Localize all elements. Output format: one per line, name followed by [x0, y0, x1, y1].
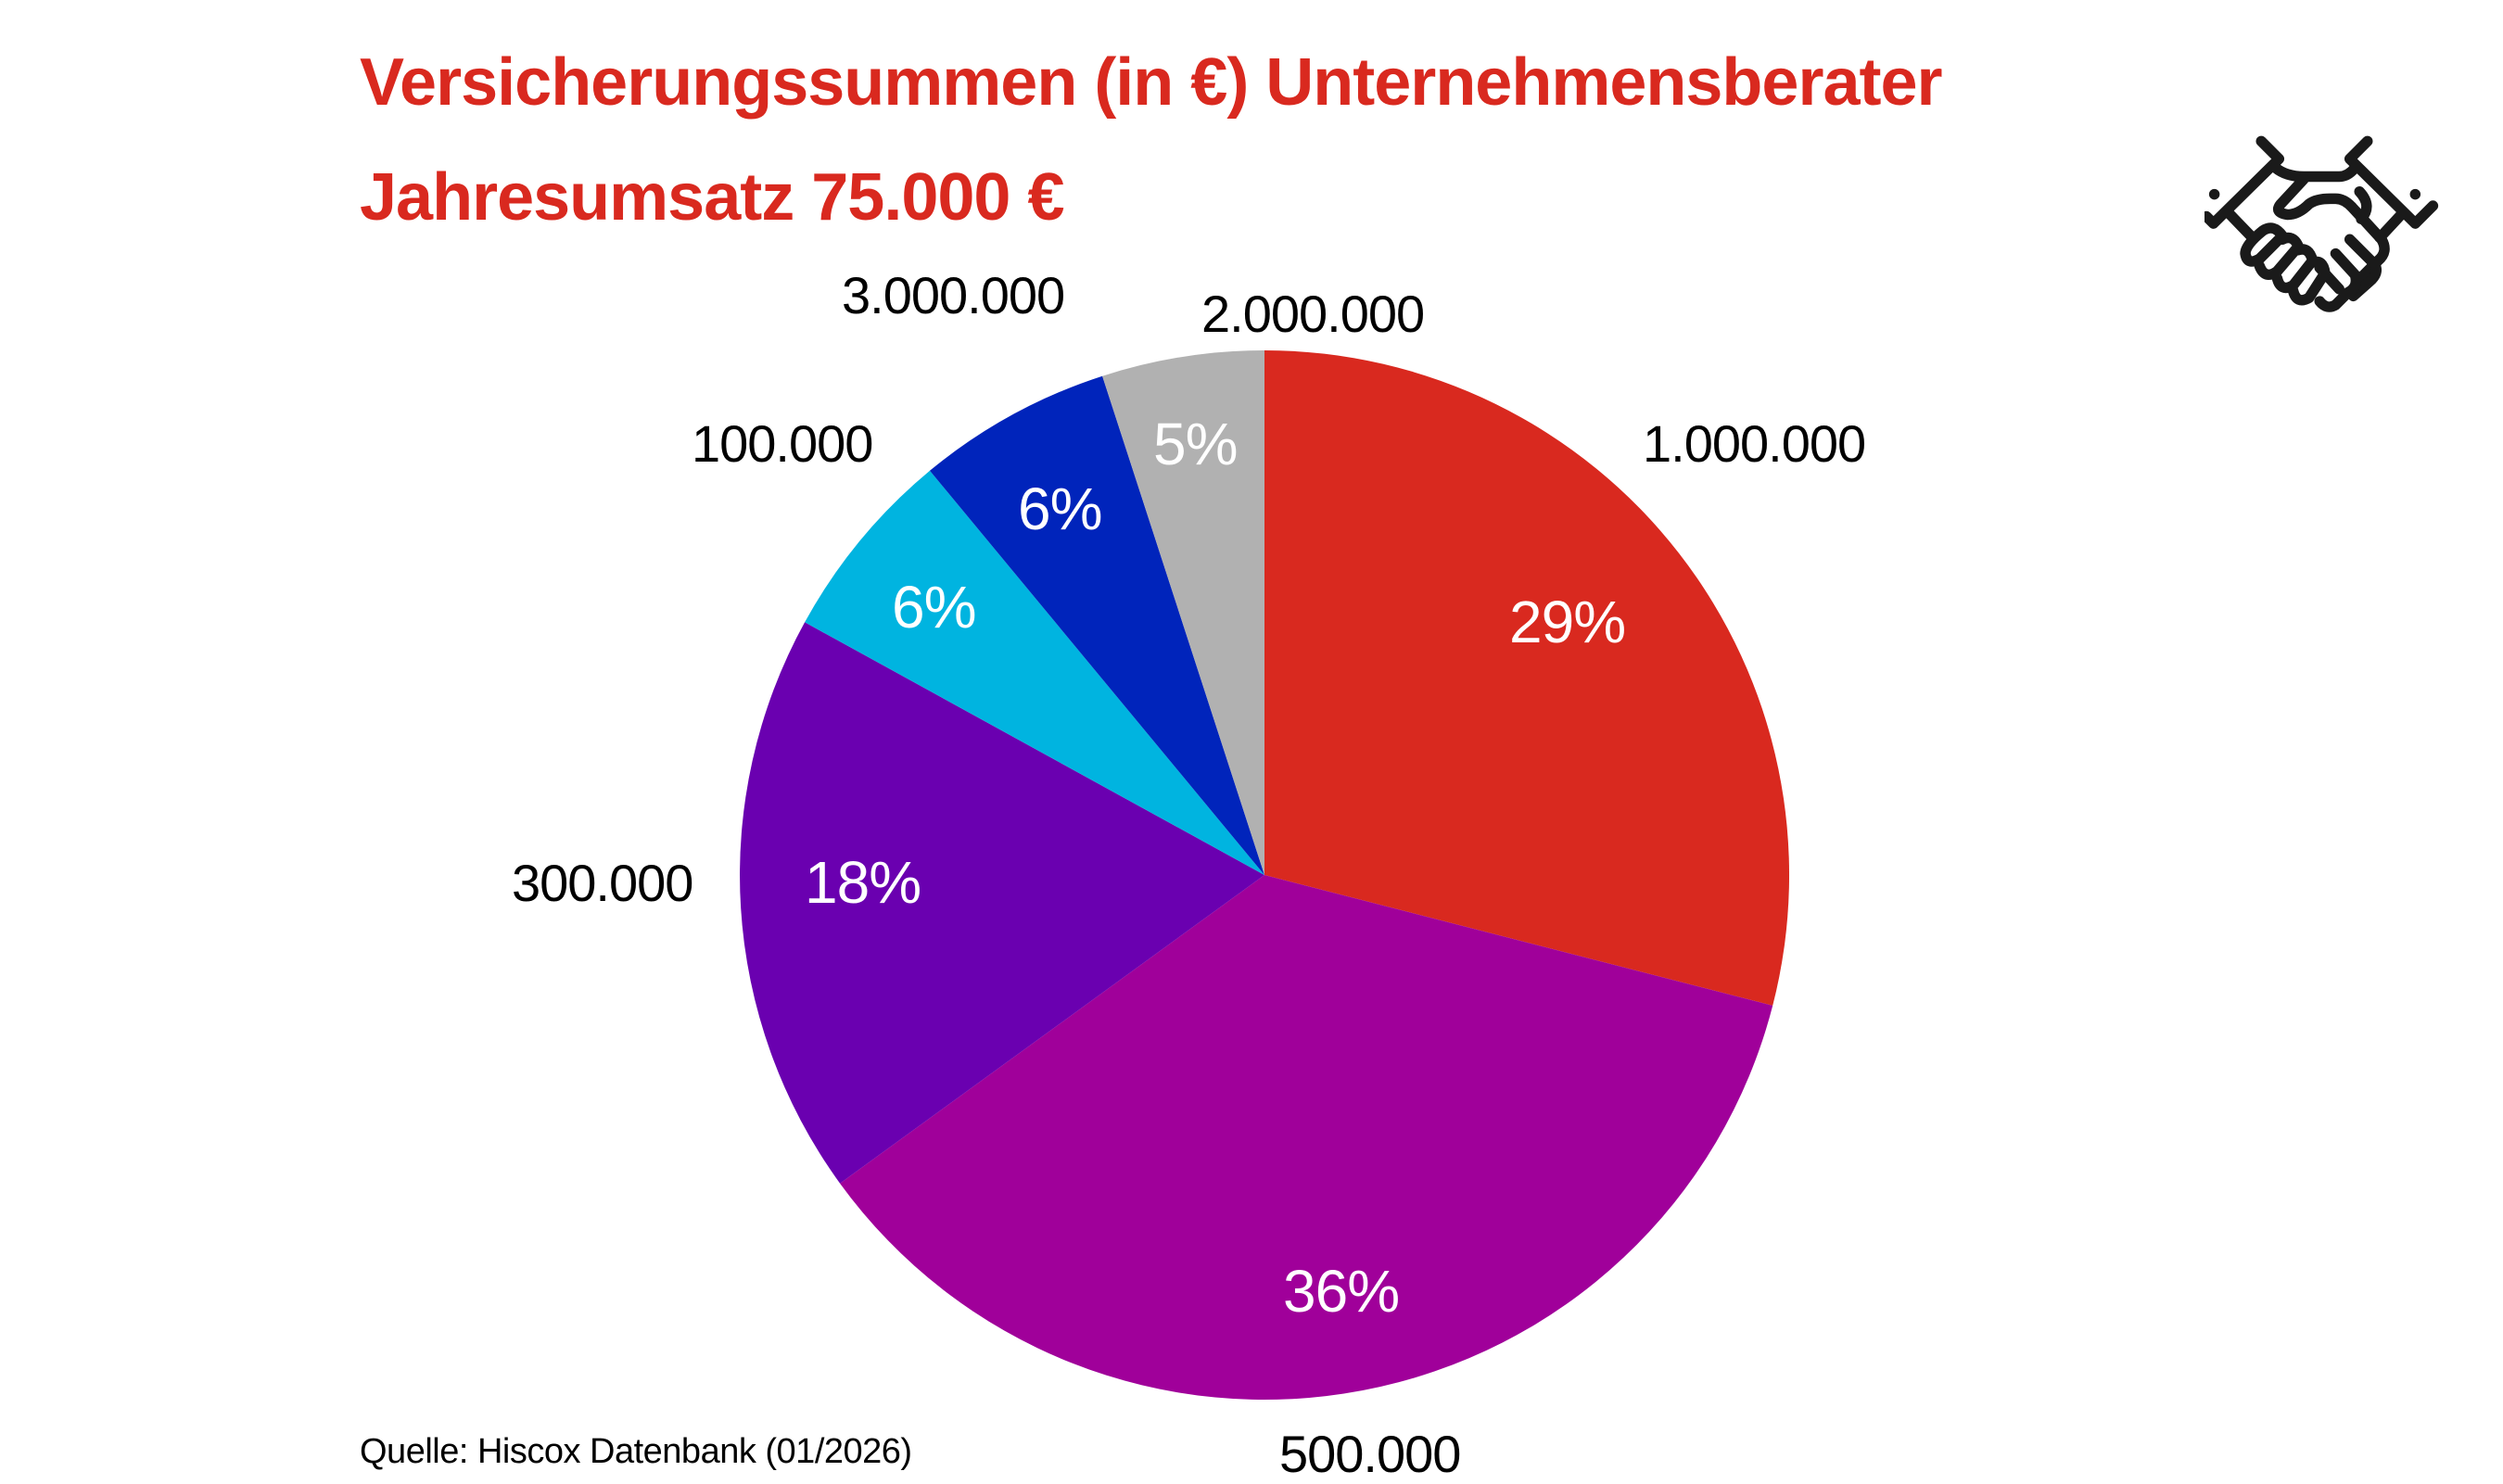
category-label-100000: 100.000 [692, 414, 873, 473]
pct-label-100000: 6% [892, 574, 976, 641]
pct-label-1000000: 29% [1509, 589, 1626, 655]
chart-title: Versicherungssummen (in €) Unternehmensb… [360, 45, 1943, 120]
source-note: Quelle: Hiscox Datenbank (01/2026) [360, 1432, 912, 1471]
slice-2000000[interactable] [1102, 350, 1264, 875]
handshake-icon [2204, 135, 2439, 312]
category-label-3000000: 3.000.000 [842, 266, 1065, 324]
category-label-300000: 300.000 [512, 854, 693, 912]
category-label-500000: 500.000 [1279, 1425, 1461, 1483]
slice-100000[interactable] [805, 470, 1264, 875]
category-label-1000000: 1.000.000 [1643, 414, 1866, 473]
category-label-2000000: 2.000.000 [1201, 285, 1425, 343]
pct-label-500000: 36% [1283, 1258, 1400, 1325]
slice-300000[interactable] [740, 622, 1264, 1184]
chart-subtitle: Jahresumsatz 75.000 € [360, 160, 1065, 235]
pct-label-2000000: 5% [1153, 411, 1238, 477]
slice-1000000[interactable] [1264, 350, 1790, 1006]
pct-label-3000000: 6% [1018, 476, 1102, 542]
slice-3000000[interactable] [930, 375, 1264, 875]
slice-500000[interactable] [840, 875, 1773, 1401]
pct-label-300000: 18% [805, 849, 921, 916]
